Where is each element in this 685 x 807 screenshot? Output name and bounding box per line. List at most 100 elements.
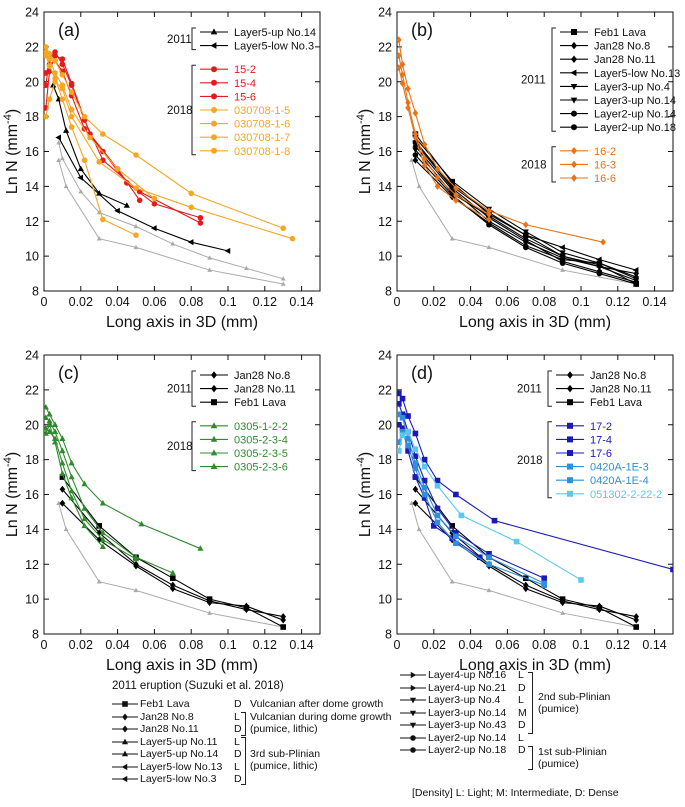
data-point <box>170 585 176 593</box>
legend-marker <box>567 422 573 429</box>
data-point <box>434 505 441 512</box>
y-axis-label: Ln N (mm-4) <box>355 452 374 537</box>
legend-label: 16-2 <box>594 146 616 158</box>
data-point <box>513 538 520 545</box>
data-point <box>123 202 130 208</box>
data-point <box>280 624 286 630</box>
x-tick-label: 0.08 <box>532 295 556 309</box>
y-tick-label: 22 <box>25 40 39 54</box>
legend-bracket <box>191 370 196 407</box>
data-point <box>52 58 58 64</box>
legend-label: Layer2-up No.14 <box>594 109 676 121</box>
series-line <box>58 160 284 285</box>
data-point <box>224 247 231 254</box>
legend-year-label: 2011 <box>521 75 546 87</box>
series-line <box>45 407 201 550</box>
legend-marker <box>567 450 573 456</box>
data-point <box>412 485 419 493</box>
data-point <box>280 276 286 281</box>
data-point <box>596 260 603 267</box>
data-point <box>44 414 49 421</box>
legend-marker <box>400 710 426 716</box>
data-point <box>207 610 213 615</box>
legend-marker <box>210 42 217 49</box>
legend-year-label: 2011 <box>517 384 542 396</box>
y-tick-label: 10 <box>378 250 392 264</box>
data-point <box>59 499 66 507</box>
legend-row: Jan28 No.11 D <box>112 723 342 736</box>
plot-area <box>397 36 640 287</box>
data-point <box>81 113 88 120</box>
legend-marker <box>211 107 217 113</box>
series-line <box>58 137 229 252</box>
data-point <box>207 255 213 260</box>
legend-label: Jan28 No.11 <box>590 384 652 396</box>
legend-marker <box>567 463 573 470</box>
legend-marker <box>112 763 138 770</box>
y-tick-label: 18 <box>378 453 392 467</box>
data-point <box>96 159 102 165</box>
legend-group-label: Vulcanian after dome growth <box>250 698 384 710</box>
data-point <box>68 124 75 130</box>
plot-area <box>44 44 296 286</box>
legend-year-label: 2011 <box>167 34 192 46</box>
y-tick-label: 12 <box>25 558 39 572</box>
x-tick-label: 0 <box>394 638 401 652</box>
data-point <box>486 561 492 568</box>
legend-label: Layer5-low No.3 <box>234 41 314 53</box>
x-tick-label: 0.06 <box>495 295 519 309</box>
data-point <box>405 413 411 419</box>
y-tick-label: 18 <box>25 110 39 124</box>
data-point <box>397 439 402 445</box>
x-tick-label: 0 <box>41 638 48 652</box>
data-point <box>421 161 428 169</box>
data-point <box>133 587 139 593</box>
x-tick-label: 0.1 <box>572 638 589 652</box>
data-point <box>151 201 158 207</box>
series-line <box>398 39 604 243</box>
y-tick-label: 24 <box>25 6 39 20</box>
data-point <box>397 411 402 418</box>
legend-marker-shape <box>121 775 128 783</box>
data-point <box>63 183 69 189</box>
data-point <box>486 210 492 218</box>
data-point <box>151 195 158 202</box>
legend-label: Jan28 No.11 <box>594 54 656 66</box>
data-point <box>449 236 455 241</box>
data-point <box>114 166 121 172</box>
data-point <box>188 190 194 197</box>
legend-marker <box>567 477 573 484</box>
x-tick-label: 0.02 <box>422 638 446 652</box>
data-point <box>559 244 565 251</box>
legend-marker <box>571 41 577 50</box>
data-point <box>51 435 59 441</box>
data-point <box>399 395 406 402</box>
legend-marker-shape <box>121 738 129 744</box>
data-point <box>434 174 441 182</box>
data-point <box>133 152 139 158</box>
data-point <box>100 131 106 137</box>
data-point <box>421 141 428 149</box>
legend-label: Layer3-up No.4 <box>594 81 670 93</box>
y-tick-label: 12 <box>378 558 392 572</box>
panel-label: (a) <box>58 20 80 40</box>
data-point <box>399 432 406 439</box>
legend-label: 030708-1-8 <box>234 146 290 158</box>
data-point <box>399 425 406 432</box>
legend-marker <box>571 147 577 155</box>
data-point <box>68 459 75 466</box>
legend-label: 030708-1-5 <box>234 105 290 117</box>
legend-label: 15-2 <box>234 64 256 76</box>
y-tick-label: 10 <box>25 593 39 607</box>
series-line <box>45 46 284 229</box>
data-point <box>187 239 194 246</box>
data-point <box>409 157 415 162</box>
legend-bracket <box>551 27 556 132</box>
data-point <box>59 459 66 466</box>
legend-marker-shape <box>121 763 128 770</box>
legend-label: Feb1 Lava <box>590 397 643 409</box>
legend-group-label: 1st sub-Plinian <box>538 746 607 758</box>
y-tick-label: 16 <box>25 145 39 159</box>
data-point <box>421 463 428 470</box>
